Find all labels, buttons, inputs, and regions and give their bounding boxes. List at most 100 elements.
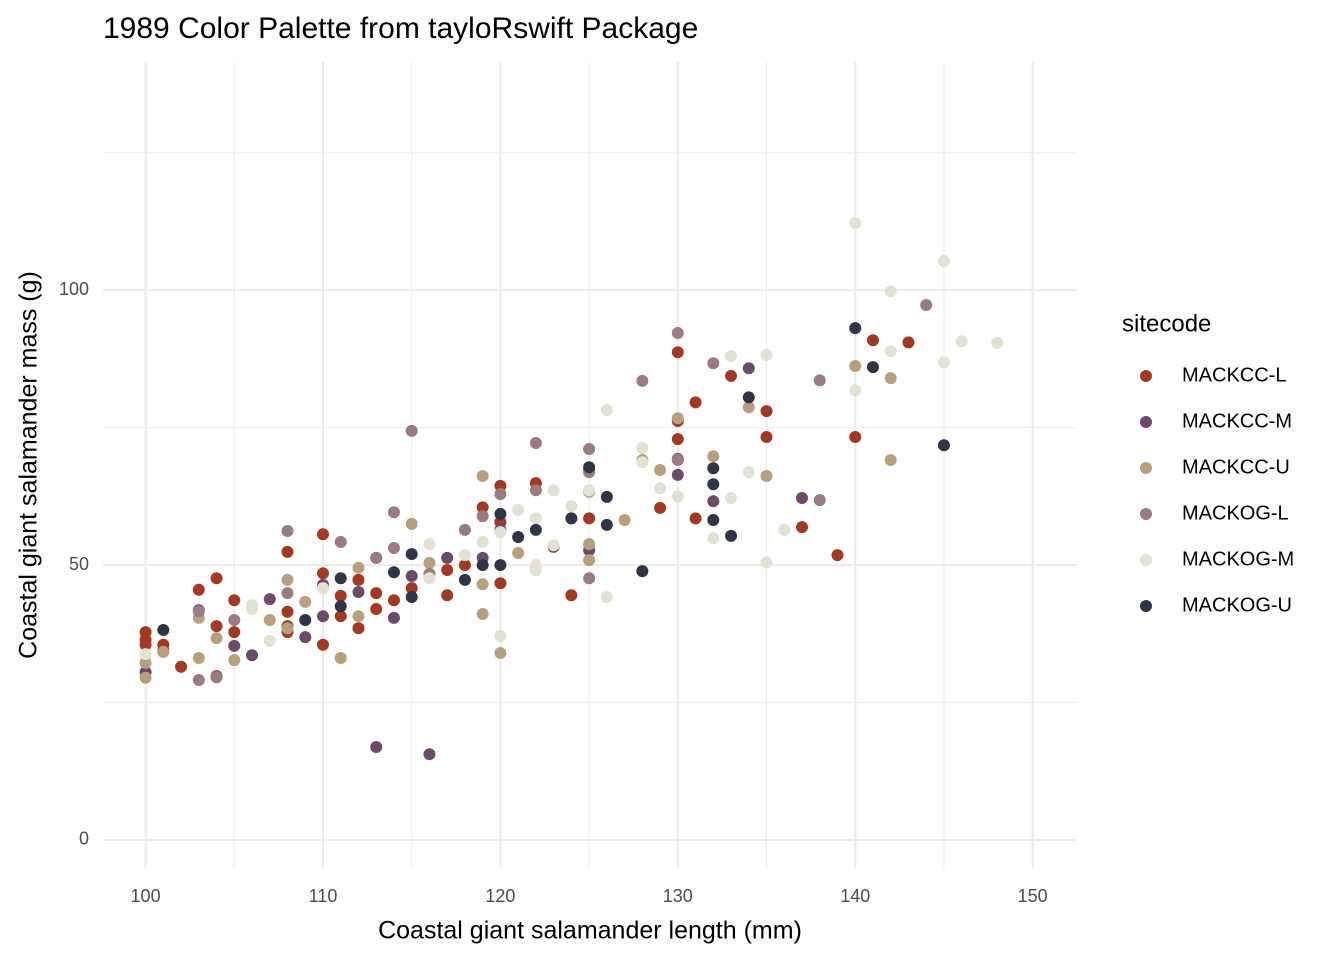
point [636, 456, 649, 469]
point [334, 572, 347, 585]
point [636, 374, 649, 387]
point [494, 488, 507, 501]
point [192, 583, 205, 596]
point [246, 599, 259, 612]
point [334, 600, 347, 613]
point [441, 564, 454, 577]
point [423, 748, 436, 761]
point [228, 626, 241, 639]
point [884, 454, 897, 467]
point [210, 620, 223, 633]
point [742, 391, 755, 404]
point [742, 401, 755, 414]
point [760, 556, 773, 569]
point [689, 396, 702, 409]
point [884, 345, 897, 358]
point [192, 605, 205, 618]
point [583, 572, 596, 585]
point [352, 573, 365, 586]
point [849, 430, 862, 443]
point [937, 356, 950, 369]
point [387, 542, 400, 555]
point [387, 611, 400, 624]
point [671, 454, 684, 467]
y-tick-label: 50 [69, 554, 89, 574]
y-tick-label: 100 [59, 279, 89, 299]
point [849, 217, 862, 230]
chart-title: 1989 Color Palette from tayloRswift Pack… [103, 12, 698, 45]
point [671, 433, 684, 446]
point [600, 590, 613, 603]
point [405, 548, 418, 561]
point [725, 529, 738, 542]
legend-label: MACKCC-L [1182, 364, 1286, 386]
point [352, 561, 365, 574]
point [281, 605, 294, 618]
point [725, 369, 738, 382]
point [583, 554, 596, 567]
point [671, 327, 684, 340]
point [707, 357, 720, 370]
point [866, 361, 879, 374]
point [299, 595, 312, 608]
point [316, 528, 329, 541]
point [281, 573, 294, 586]
point [778, 523, 791, 536]
point [742, 362, 755, 375]
point [955, 335, 968, 348]
point [654, 501, 667, 514]
legend-marker [1140, 462, 1152, 474]
point [334, 651, 347, 664]
point [458, 573, 471, 586]
point [263, 634, 276, 647]
point [370, 551, 383, 564]
point [281, 587, 294, 600]
point [884, 285, 897, 298]
point [228, 639, 241, 652]
point [458, 523, 471, 536]
point [565, 500, 578, 513]
point [937, 255, 950, 268]
point [476, 501, 489, 514]
point [370, 741, 383, 754]
point [316, 567, 329, 580]
point [441, 589, 454, 602]
point [849, 360, 862, 373]
point [423, 572, 436, 585]
point [512, 546, 525, 559]
point [547, 539, 560, 552]
point [458, 549, 471, 562]
point [139, 638, 152, 651]
point [813, 374, 826, 387]
point [352, 586, 365, 599]
point [494, 559, 507, 572]
point [476, 578, 489, 591]
legend-label: MACKOG-L [1182, 502, 1289, 524]
point [352, 610, 365, 623]
point [139, 656, 152, 669]
point [316, 582, 329, 595]
x-tick-label: 110 [309, 886, 338, 906]
point [796, 491, 809, 504]
point [529, 484, 542, 497]
point [405, 517, 418, 530]
point [671, 468, 684, 481]
point [281, 524, 294, 537]
point [760, 405, 773, 418]
point [707, 478, 720, 491]
point [654, 463, 667, 476]
point [210, 671, 223, 684]
point [725, 491, 738, 504]
point [902, 336, 915, 349]
point [228, 594, 241, 607]
point [246, 649, 259, 662]
point [671, 412, 684, 425]
point [583, 443, 596, 456]
point [849, 322, 862, 335]
point [618, 513, 631, 526]
point [423, 556, 436, 569]
point [387, 566, 400, 579]
legend-label: MACKCC-M [1182, 410, 1292, 432]
point [423, 538, 436, 551]
point [512, 504, 525, 517]
